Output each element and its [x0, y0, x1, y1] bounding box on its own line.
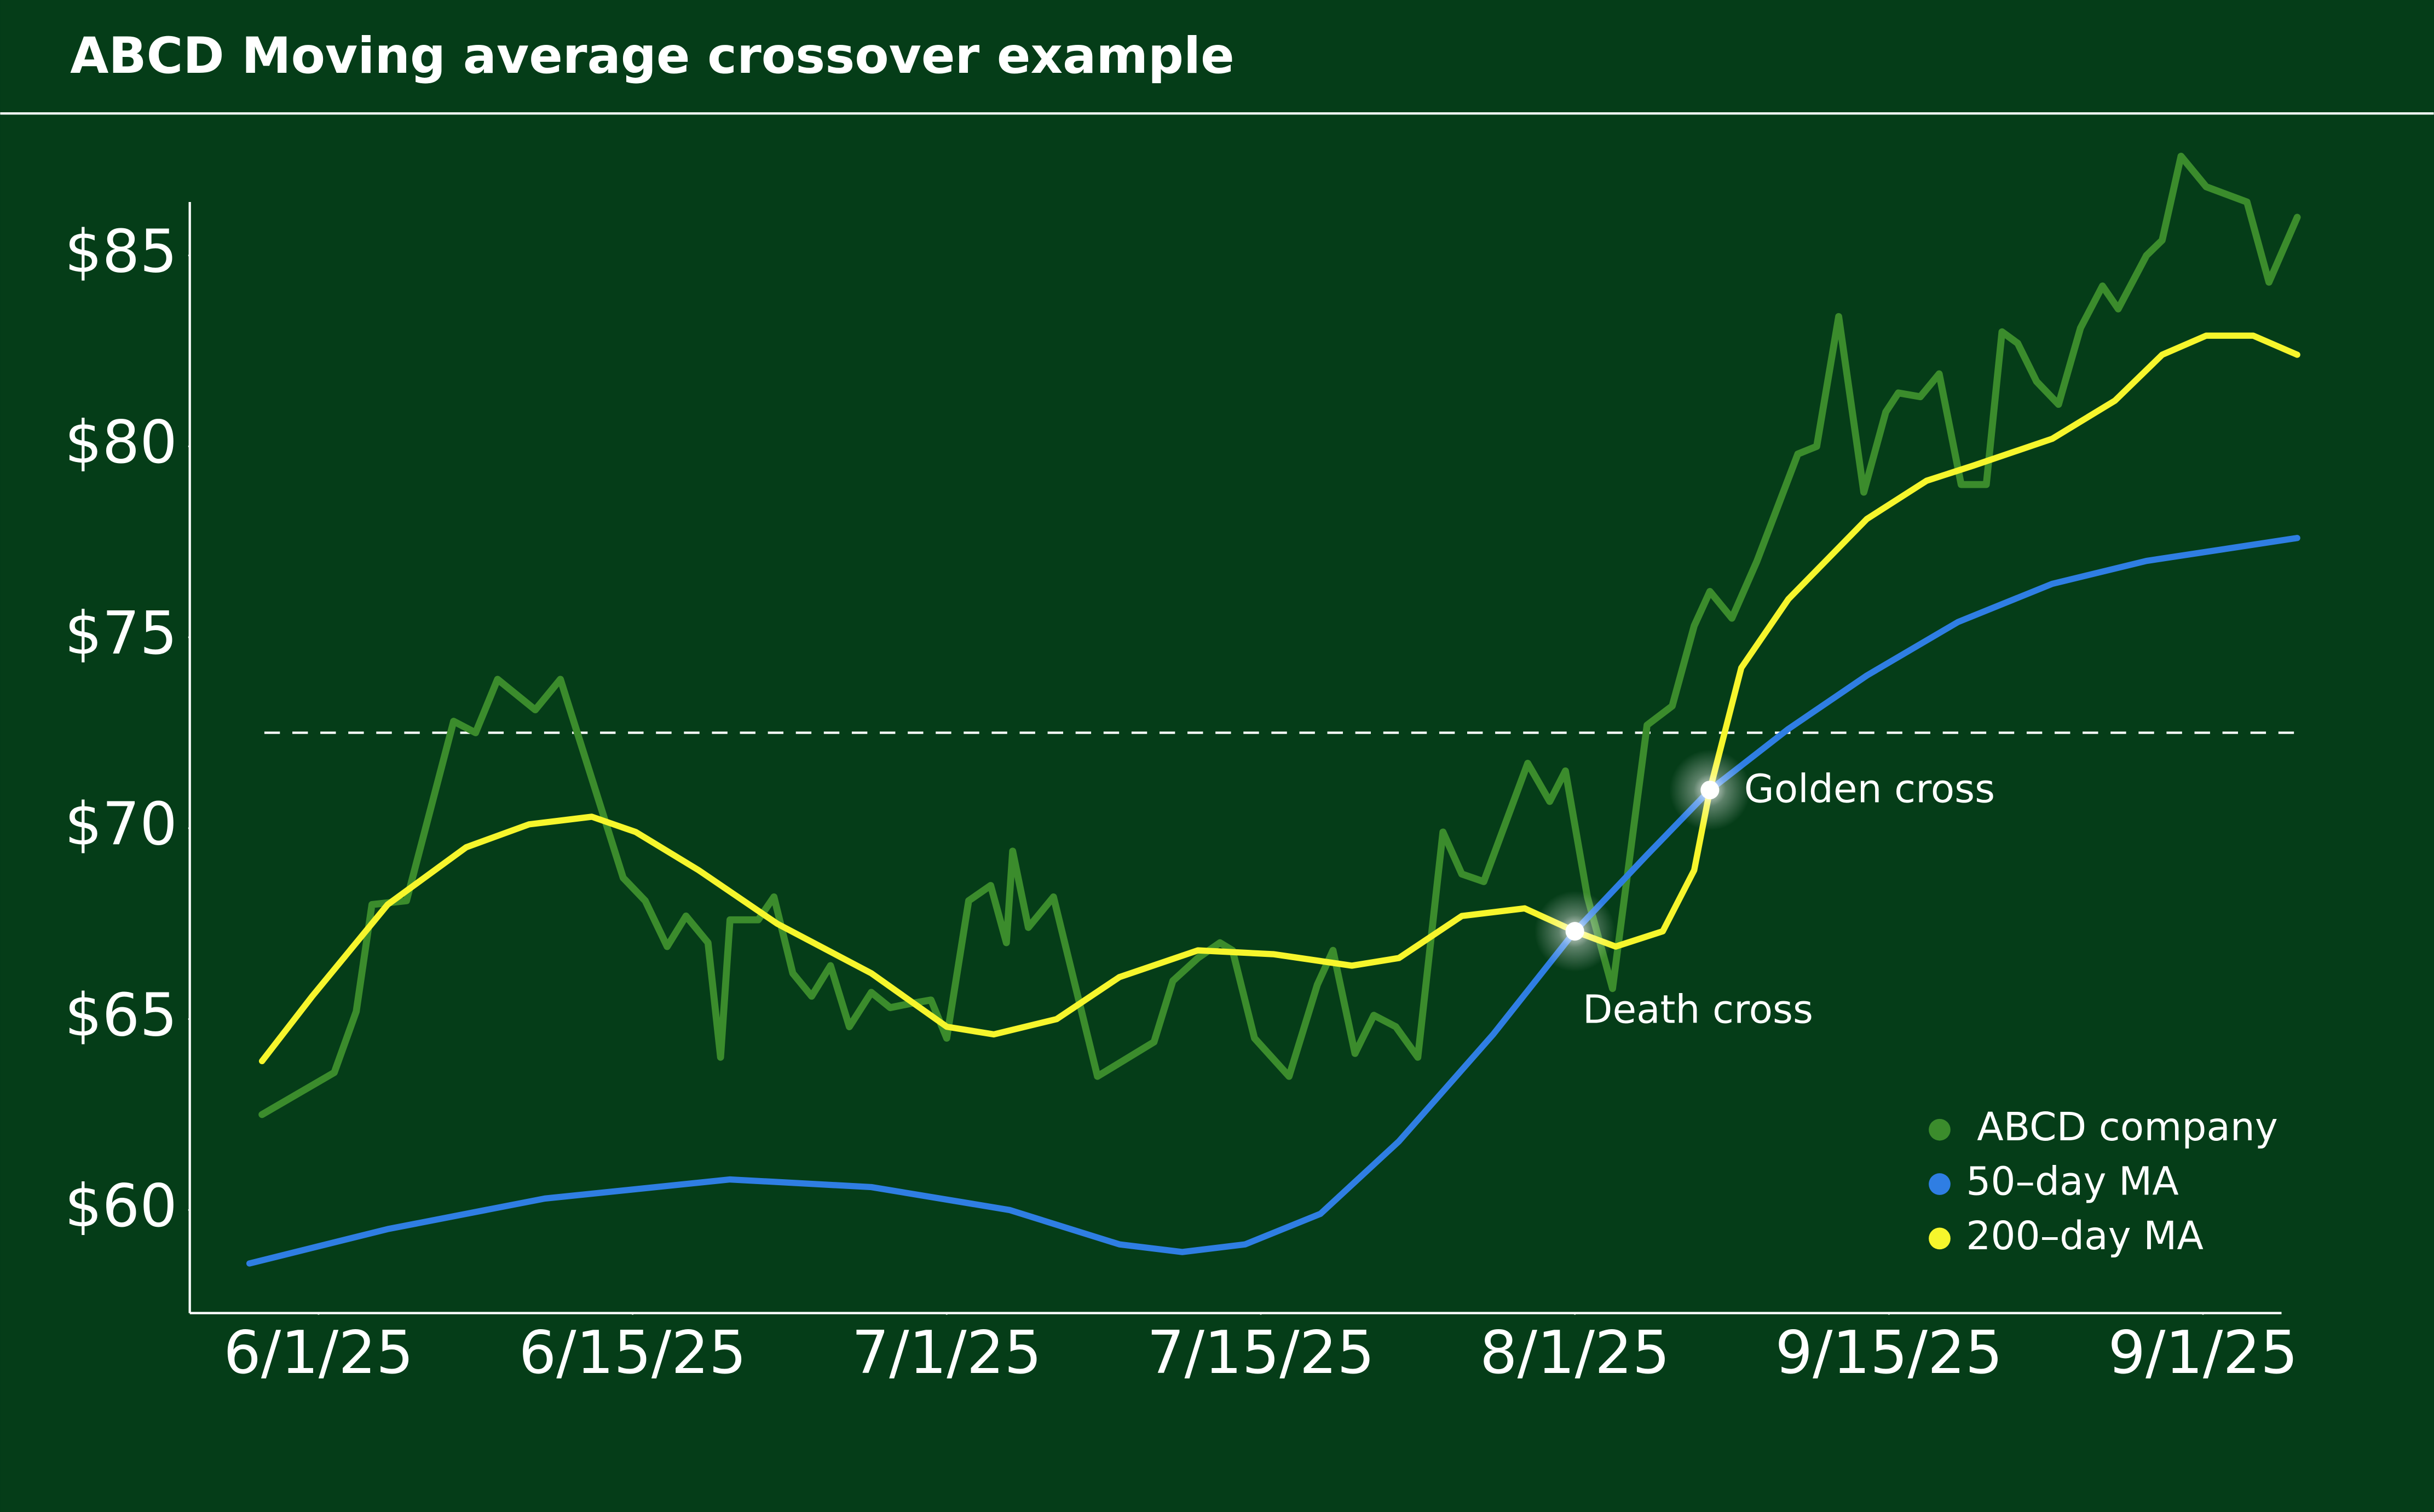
y-tick-label: $60 — [65, 1172, 177, 1240]
legend-marker — [1929, 1173, 1951, 1195]
chart-title: ABCD Moving average crossover example — [70, 27, 1235, 85]
legend-marker — [1929, 1227, 1951, 1250]
y-tick-label: $80 — [65, 408, 177, 477]
y-tick-label: $85 — [65, 217, 177, 286]
series-line — [258, 152, 2301, 1118]
x-tick-label: 6/1/25 — [223, 1319, 413, 1387]
legend-label: 50–day MA — [1966, 1159, 2179, 1204]
series-line — [258, 332, 2300, 1065]
y-tick-label: $70 — [65, 790, 177, 859]
annotation-label: Golden cross — [1744, 766, 1995, 811]
y-tick-label: $75 — [65, 599, 177, 668]
x-tick-label: 7/1/25 — [852, 1319, 1042, 1387]
legend-marker — [1929, 1118, 1951, 1141]
x-tick-label: 9/1/25 — [2108, 1319, 2298, 1387]
annotation-dot — [1700, 781, 1720, 800]
series-line — [246, 535, 2300, 1267]
x-tick-label: 6/15/25 — [519, 1319, 747, 1387]
annotation-label: Death cross — [1583, 986, 1813, 1032]
x-tick-label: 9/15/25 — [1775, 1319, 2003, 1387]
legend-label: 200–day MA — [1966, 1213, 2204, 1259]
y-tick-label: $65 — [65, 981, 177, 1049]
x-tick-label: 7/15/25 — [1147, 1319, 1375, 1387]
legend-label: ABCD company — [1977, 1104, 2278, 1150]
x-tick-label: 8/1/25 — [1480, 1319, 1670, 1387]
annotation-dot — [1565, 922, 1584, 941]
